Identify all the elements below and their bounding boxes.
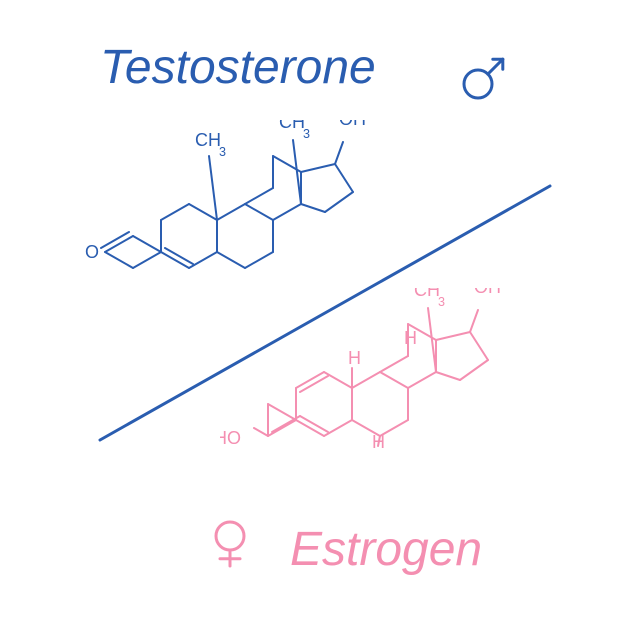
svg-text:O: O <box>85 242 99 262</box>
svg-text:CH: CH <box>195 130 221 150</box>
svg-text:OH: OH <box>339 120 366 129</box>
testosterone-molecule: OCH3CH3OH <box>85 120 405 310</box>
estrogen-molecule: HO CH3 OH H H H <box>220 288 540 488</box>
hormone-diagram: Testosterone Estrogen OCH3CH3OH HOCH3OHH… <box>0 0 626 626</box>
svg-text:3: 3 <box>303 127 310 141</box>
svg-text:CH: CH <box>414 288 440 300</box>
svg-text:CH: CH <box>279 120 305 132</box>
svg-text:OH: OH <box>474 288 501 297</box>
svg-text:3: 3 <box>438 295 445 309</box>
svg-text:HO: HO <box>220 428 241 448</box>
svg-text:3: 3 <box>219 145 226 159</box>
svg-text:H: H <box>404 328 417 348</box>
svg-text:H: H <box>372 432 385 452</box>
svg-text:H: H <box>348 348 361 368</box>
